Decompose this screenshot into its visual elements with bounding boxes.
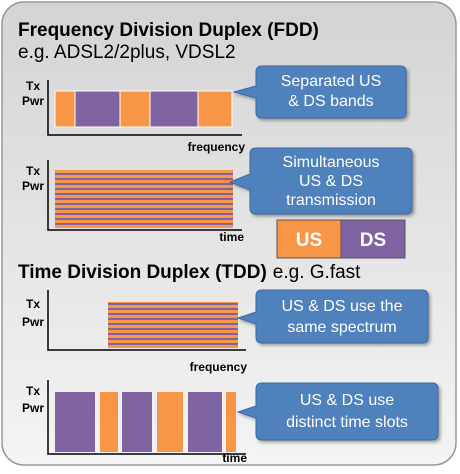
ds-slot: [122, 392, 152, 452]
callout-text: transmission: [286, 192, 376, 209]
callout: [232, 65, 407, 119]
fdd-example: e.g. ADSL2/2plus, VDSL2: [18, 42, 236, 63]
x-label: time: [219, 230, 244, 244]
callout-text: Simultaneous: [283, 154, 380, 171]
us-slot: [226, 392, 236, 452]
y-label: Tx: [26, 384, 40, 398]
tdd-time-plot: Tx Pwr time: [22, 380, 247, 465]
ds-slot: [188, 392, 222, 452]
tdd-heading: Time Division Duplex (TDD) e.g. G.fast: [18, 262, 361, 283]
callout: [236, 382, 439, 441]
shared-spectrum: [108, 302, 238, 348]
callout-text: same spectrum: [287, 319, 396, 336]
us-band: [119, 90, 151, 128]
legend-us: US: [296, 230, 322, 251]
x-label: frequency: [190, 360, 248, 374]
y-label: Tx: [26, 164, 40, 178]
y-label: Tx: [26, 297, 40, 311]
callout: [228, 147, 413, 215]
legend-us-swatch: [276, 219, 342, 259]
legend-ds-swatch: [340, 219, 406, 259]
callout-text: distinct time slots: [286, 414, 408, 431]
x-label: time: [222, 451, 247, 465]
tdd-example: e.g. G.fast: [273, 262, 361, 283]
callout-text: US & DS use the: [282, 298, 403, 315]
callout-text: & DS bands: [288, 93, 373, 110]
axes: [47, 290, 246, 351]
us-band: [54, 90, 76, 128]
x-label: frequency: [188, 140, 246, 154]
fdd-spectrum-plot: Tx Pwr frequency: [22, 79, 245, 154]
axes: [47, 160, 242, 231]
y-label: Pwr: [22, 94, 44, 108]
us-slot: [157, 392, 183, 452]
tdd-spectrum-plot: Tx Pwr frequency: [22, 290, 247, 374]
shared-signal: [55, 170, 233, 228]
y-label: Pwr: [22, 401, 44, 415]
callout: [236, 289, 429, 344]
axes: [47, 380, 246, 455]
legend-ds: DS: [360, 230, 386, 251]
ds-slot: [55, 392, 95, 452]
ds-band: [149, 90, 199, 128]
us-band: [197, 90, 233, 128]
y-label: Tx: [26, 79, 40, 93]
callout-text: US & DS: [299, 173, 363, 190]
callout-text: Separated US: [281, 73, 382, 90]
tdd-title: Time Division Duplex (TDD): [18, 262, 267, 283]
fdd-time-plot: Tx Pwr time: [22, 160, 244, 244]
us-slot: [100, 392, 118, 452]
y-label: Pwr: [22, 179, 44, 193]
y-label: Pwr: [22, 315, 44, 329]
fdd-title: Frequency Division Duplex (FDD): [18, 20, 319, 41]
ds-band: [74, 90, 121, 128]
callout-text: US & DS use: [300, 392, 394, 409]
axes: [47, 80, 242, 136]
